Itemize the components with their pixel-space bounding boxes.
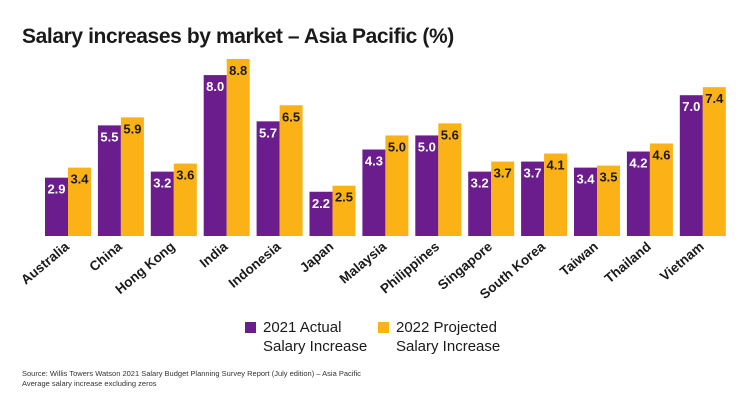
bar-2021-indonesia <box>256 121 280 236</box>
bar-value-label: 7.0 <box>682 99 700 114</box>
legend-label-2022-line2: Salary Increase <box>396 338 501 355</box>
source-note: Source: Willis Towers Watson 2021 Salary… <box>22 369 361 389</box>
bar-value-label: 3.6 <box>176 168 194 183</box>
bar-2022-japan <box>332 185 356 236</box>
bar-value-label: 7.4 <box>705 91 724 106</box>
bar-value-label: 5.0 <box>388 139 406 154</box>
category-label: India <box>197 238 231 270</box>
bar-value-label: 2.5 <box>335 190 353 205</box>
bar-value-label: 4.3 <box>365 154 383 169</box>
category-label: Malaysia <box>337 238 390 286</box>
bar-2021-singapore <box>468 171 492 236</box>
bar-2021-south-korea <box>521 161 545 236</box>
bar-value-label: 6.5 <box>282 109 300 124</box>
source-line: Source: Willis Towers Watson 2021 Salary… <box>22 369 361 378</box>
bar-2021-china <box>97 125 121 236</box>
bar-value-label: 4.6 <box>652 147 670 162</box>
category-label: Indonesia <box>226 238 284 290</box>
bar-value-label: 3.4 <box>576 172 595 187</box>
bar-2022-hong-kong <box>173 163 197 236</box>
bar-value-label: 5.5 <box>100 129 118 144</box>
bar-value-label: 3.5 <box>599 170 617 185</box>
bar-2022-thailand <box>649 143 673 236</box>
legend-item-2022: 2022 Projected Salary Increase <box>378 318 526 356</box>
category-label: Japan <box>297 239 337 276</box>
bar-value-label: 3.2 <box>153 176 171 191</box>
source-subline: Average salary increase excluding zeros <box>22 379 157 388</box>
bar-2021-philippines <box>415 135 439 236</box>
legend-label-2022-line1: 2022 Projected <box>396 319 497 336</box>
bar-value-label: 2.2 <box>312 196 330 211</box>
legend-swatch-2022 <box>378 322 389 333</box>
category-label: China <box>86 239 125 275</box>
bar-2021-india <box>203 75 227 236</box>
bar-2021-taiwan <box>574 167 597 236</box>
bar-value-label: 5.7 <box>259 125 277 140</box>
bar-value-label: 3.7 <box>494 166 512 181</box>
category-label: Taiwan <box>557 239 601 279</box>
category-label: Australia <box>18 238 72 287</box>
bar-2022-india <box>226 59 250 236</box>
bar-value-label: 3.7 <box>524 166 542 181</box>
bar-2022-taiwan <box>597 165 620 236</box>
bar-2022-vietnam <box>702 87 726 236</box>
bar-value-label: 8.8 <box>229 63 247 78</box>
legend-swatch-2021 <box>245 322 256 333</box>
bar-2022-indonesia <box>279 105 303 237</box>
bar-value-label: 2.9 <box>47 182 65 197</box>
bar-value-label: 5.6 <box>441 127 459 142</box>
category-label: Thailand <box>602 239 654 286</box>
bar-2022-south-korea <box>544 153 568 236</box>
bar-2021-australia <box>45 177 68 236</box>
bar-value-label: 8.0 <box>206 79 224 94</box>
bar-2021-hong-kong <box>150 171 174 236</box>
bar-2022-china <box>120 117 144 236</box>
bar-value-label: 5.0 <box>418 139 436 154</box>
legend-item-2021: 2021 Actual Salary Increase <box>245 318 393 356</box>
legend-label-2021-line1: 2021 Actual <box>263 319 342 336</box>
bar-value-label: 3.2 <box>471 176 489 191</box>
bar-2021-vietnam <box>679 95 703 236</box>
bar-value-label: 4.2 <box>629 156 647 171</box>
bar-2021-malaysia <box>362 149 386 236</box>
bar-value-label: 3.4 <box>70 172 89 187</box>
bar-2022-philippines <box>438 123 462 236</box>
bar-2022-singapore <box>491 161 515 236</box>
chart-title: Salary increases by market – Asia Pacifi… <box>22 25 454 48</box>
category-label: Philippines <box>377 239 442 297</box>
bar-value-label: 5.9 <box>123 121 141 136</box>
bar-2021-thailand <box>626 151 650 236</box>
category-label: Vietnam <box>657 239 707 284</box>
bar-value-label: 4.1 <box>547 158 565 173</box>
bar-2022-australia <box>68 167 91 236</box>
bar-2022-malaysia <box>385 135 409 236</box>
legend-label-2021-line2: Salary Increase <box>263 338 368 355</box>
bar-2021-japan <box>309 191 333 236</box>
